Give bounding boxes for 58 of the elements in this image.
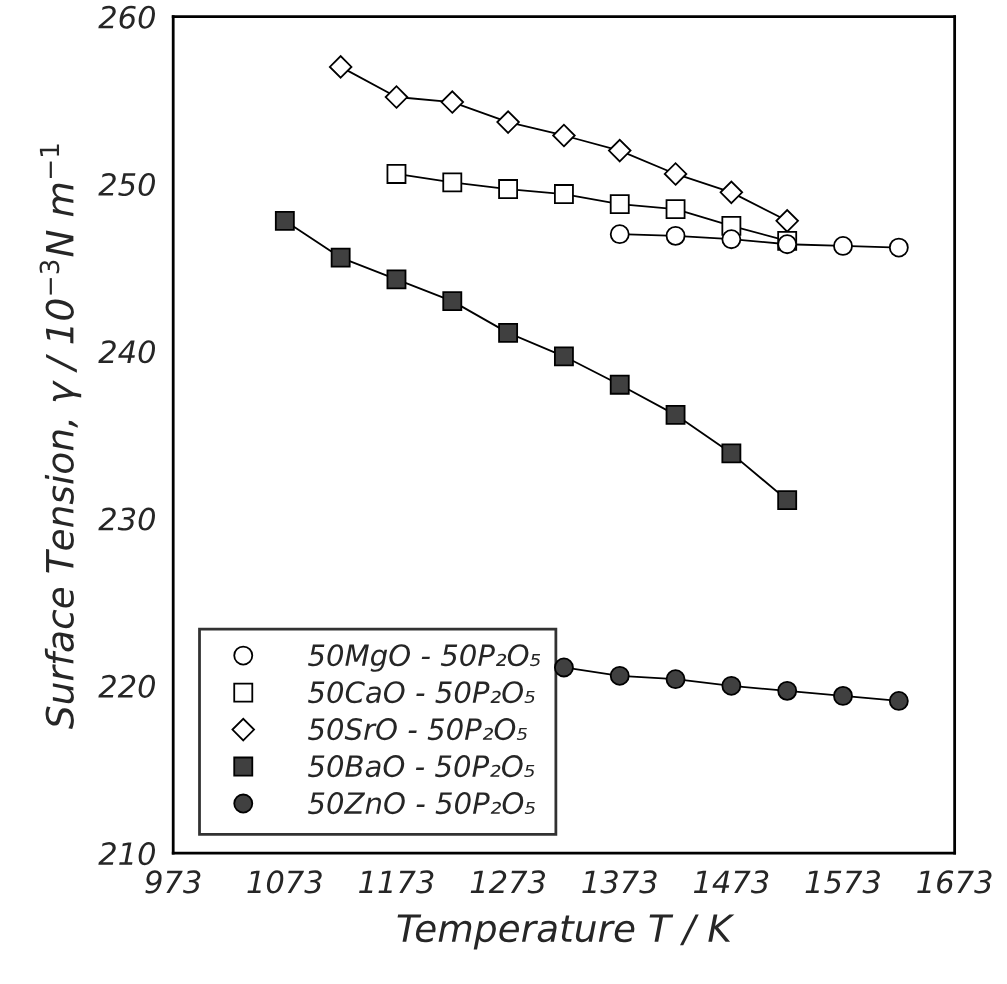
- point: [609, 194, 630, 215]
- point: [888, 690, 909, 711]
- point: [553, 184, 574, 204]
- point: [721, 675, 742, 696]
- y-axis-title: Surface Tension, γ / 10$^{−3}$N m$^{−1}$: [39, 144, 82, 729]
- x-tick-label: 1373: [582, 870, 657, 894]
- point: [888, 237, 909, 258]
- point: [777, 490, 798, 511]
- y-tick-label: 220: [98, 674, 155, 698]
- x-axis-title: Temperature T / K: [397, 914, 735, 950]
- point: [665, 199, 686, 220]
- x-tick-label: 1573: [805, 870, 880, 894]
- point: [833, 685, 853, 706]
- point: [442, 291, 463, 312]
- point: [442, 172, 463, 193]
- x-tick-label: 973: [145, 870, 201, 894]
- point: [386, 269, 407, 290]
- point: [665, 404, 686, 425]
- legend-label: 50ZnO - 50P₂O₅: [308, 792, 535, 815]
- point: [328, 55, 353, 79]
- point: [496, 110, 520, 134]
- point: [330, 247, 351, 268]
- point: [274, 210, 295, 231]
- x-tick-label: 1273: [470, 870, 546, 894]
- point: [609, 665, 630, 686]
- legend-label: 50CaO - 50P₂O₅: [308, 681, 535, 704]
- point: [386, 164, 407, 184]
- point: [665, 669, 686, 690]
- legend-label: 50BaO - 50P₂O₅: [308, 755, 535, 778]
- y-tick-label: 250: [98, 172, 155, 197]
- point: [721, 443, 742, 464]
- point: [498, 179, 519, 199]
- point: [552, 123, 576, 148]
- y-tick-label: 210: [98, 842, 155, 866]
- point: [665, 225, 686, 246]
- point: [553, 346, 574, 367]
- legend-label: 50MgO - 50P₂O₅: [308, 644, 541, 672]
- y-tick-label: 260: [98, 5, 155, 29]
- x-tick-label: 1073: [247, 870, 322, 894]
- legend-label: 50SrO - 50P₂O₅: [308, 718, 527, 741]
- point: [721, 229, 742, 250]
- y-tick-label: 240: [98, 340, 155, 364]
- point: [833, 235, 853, 256]
- point: [775, 209, 799, 233]
- point: [719, 180, 744, 205]
- y-tick-label: 230: [98, 507, 155, 531]
- point: [498, 322, 519, 343]
- x-tick-label: 1173: [359, 870, 434, 894]
- x-tick-label: 1473: [693, 870, 769, 894]
- point: [440, 90, 464, 114]
- point: [384, 85, 409, 109]
- point: [663, 162, 688, 186]
- point: [553, 657, 574, 678]
- point: [608, 138, 632, 163]
- x-tick-label: 1673: [917, 870, 992, 894]
- point: [609, 374, 630, 395]
- point: [609, 224, 630, 245]
- point: [777, 680, 798, 701]
